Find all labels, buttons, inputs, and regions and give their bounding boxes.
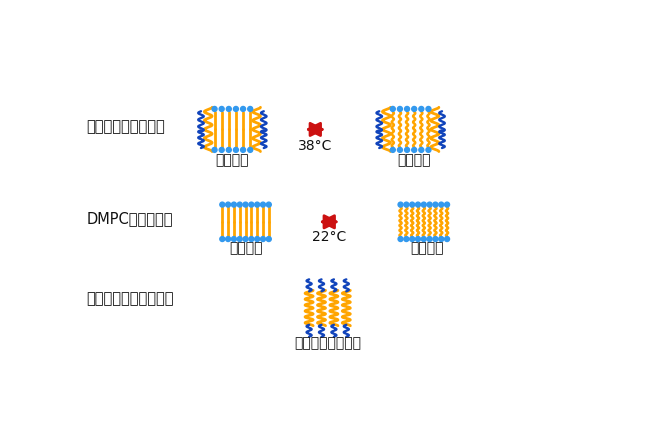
Circle shape (248, 148, 253, 152)
Circle shape (266, 202, 271, 207)
Circle shape (397, 148, 402, 152)
Circle shape (445, 202, 450, 207)
Circle shape (404, 106, 410, 112)
Circle shape (226, 148, 231, 152)
Circle shape (243, 237, 248, 242)
Circle shape (419, 106, 424, 112)
Circle shape (261, 202, 265, 207)
Circle shape (398, 202, 403, 207)
Text: 相転移を示さない: 相転移を示さない (294, 336, 361, 350)
Text: 共集合ナノカプセル: 共集合ナノカプセル (86, 119, 165, 134)
Circle shape (426, 106, 431, 112)
Text: 両親媒性ポリペプチド: 両親媒性ポリペプチド (86, 291, 174, 306)
Circle shape (415, 237, 421, 242)
Circle shape (397, 106, 402, 112)
Circle shape (445, 237, 450, 242)
Circle shape (240, 106, 246, 112)
Circle shape (243, 202, 248, 207)
Circle shape (226, 106, 231, 112)
Circle shape (415, 202, 421, 207)
Circle shape (390, 106, 395, 112)
Circle shape (261, 237, 265, 242)
Text: DMPCリポソーム: DMPCリポソーム (86, 211, 173, 226)
Circle shape (240, 148, 246, 152)
Circle shape (398, 237, 403, 242)
Circle shape (427, 202, 432, 207)
Circle shape (255, 202, 259, 207)
Circle shape (219, 148, 224, 152)
Circle shape (410, 202, 415, 207)
Circle shape (419, 148, 424, 152)
Circle shape (226, 202, 231, 207)
Text: ゲル状態: ゲル状態 (229, 241, 263, 255)
Text: 液晶状態: 液晶状態 (398, 153, 431, 167)
Circle shape (248, 106, 253, 112)
Circle shape (255, 237, 259, 242)
Text: ゲル状態: ゲル状態 (216, 153, 249, 167)
Circle shape (266, 237, 271, 242)
Circle shape (233, 106, 239, 112)
Circle shape (237, 237, 242, 242)
Circle shape (427, 237, 432, 242)
Circle shape (404, 148, 410, 152)
Circle shape (249, 202, 254, 207)
Circle shape (220, 202, 225, 207)
Circle shape (231, 237, 237, 242)
Circle shape (411, 106, 417, 112)
Circle shape (439, 202, 444, 207)
Text: 液晶状態: 液晶状態 (410, 241, 444, 255)
Text: 38°C: 38°C (298, 139, 333, 153)
Circle shape (404, 237, 409, 242)
Circle shape (390, 148, 395, 152)
Circle shape (212, 106, 217, 112)
Circle shape (220, 237, 225, 242)
Circle shape (410, 237, 415, 242)
Circle shape (433, 237, 438, 242)
Circle shape (231, 202, 237, 207)
Circle shape (212, 148, 217, 152)
Circle shape (219, 106, 224, 112)
Circle shape (421, 202, 426, 207)
Circle shape (249, 237, 254, 242)
Circle shape (237, 202, 242, 207)
Circle shape (404, 202, 409, 207)
Circle shape (411, 148, 417, 152)
Circle shape (439, 237, 444, 242)
Circle shape (226, 237, 231, 242)
Circle shape (426, 148, 431, 152)
Circle shape (433, 202, 438, 207)
Text: 22°C: 22°C (312, 230, 346, 244)
Circle shape (421, 237, 426, 242)
Circle shape (233, 148, 239, 152)
